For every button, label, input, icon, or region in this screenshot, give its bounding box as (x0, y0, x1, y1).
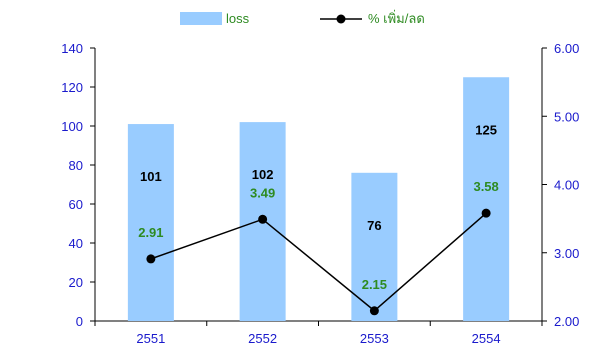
legend-swatch-loss (180, 12, 222, 25)
y-right-tick-label: 4.00 (554, 178, 579, 193)
axes: 0 20 40 60 80 100 120 140 2.00 3.00 4.00 5.00 6.00 25… (61, 41, 579, 346)
pct-point (146, 254, 156, 264)
pct-series-line (150, 212, 487, 312)
bar-loss (351, 172, 398, 321)
pct-point (369, 306, 379, 316)
bar-value-label: 76 (367, 218, 381, 233)
bar-loss (463, 77, 510, 321)
legend-marker-pct (336, 14, 346, 24)
pct-point (481, 208, 491, 218)
legend-label-loss: loss (226, 11, 250, 26)
legend-label-pct: % เพิ่ม/ลด (368, 10, 425, 26)
pct-value-label: 3.58 (473, 179, 498, 194)
data-labels: 101 102 76 125 2.91 3.49 2.15 3.58 (138, 122, 499, 292)
pct-value-label: 2.91 (138, 225, 163, 240)
y-right-tick-label: 2.00 (554, 314, 579, 329)
bars (127, 77, 510, 321)
legend: loss % เพิ่ม/ลด (180, 10, 425, 26)
pct-value-label: 3.49 (250, 185, 275, 200)
y-left-tick-label: 120 (61, 80, 83, 95)
y-right-tick-label: 6.00 (554, 41, 579, 56)
y-left-tick-label: 60 (69, 197, 83, 212)
pct-line (146, 208, 491, 316)
x-tick-label: 2554 (472, 331, 501, 346)
x-tick-label: 2553 (360, 331, 389, 346)
y-left-tick-label: 100 (61, 119, 83, 134)
pct-point (258, 214, 268, 224)
pct-value-label: 2.15 (362, 277, 387, 292)
bar-value-label: 101 (140, 169, 162, 184)
bar-value-label: 102 (252, 167, 274, 182)
y-left-tick-label: 20 (69, 275, 83, 290)
y-left-tick-label: 40 (69, 236, 83, 251)
y-right-tick-label: 5.00 (554, 109, 579, 124)
x-tick-label: 2551 (136, 331, 165, 346)
y-left-tick-label: 80 (69, 158, 83, 173)
y-right-tick-label: 3.00 (554, 246, 579, 261)
y-left-tick-label: 0 (76, 314, 83, 329)
bar-loss (127, 124, 174, 321)
y-left-tick-label: 140 (61, 41, 83, 56)
bar-value-label: 125 (475, 122, 497, 137)
x-tick-label: 2552 (248, 331, 277, 346)
